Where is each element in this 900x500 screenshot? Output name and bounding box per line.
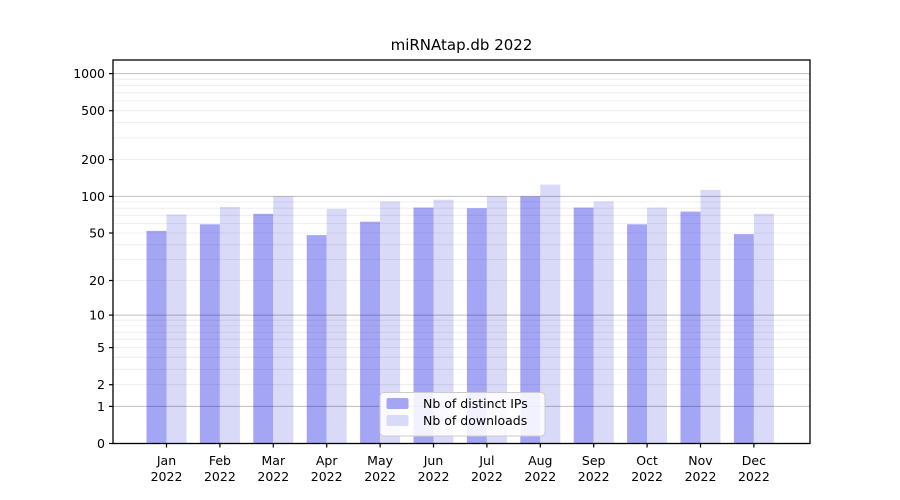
x-tick-label-year-mar-2022: 2022 (257, 469, 289, 484)
legend-box (379, 392, 546, 437)
x-tick-label-year-jul-2022: 2022 (471, 469, 503, 484)
bar-nb-of-distinct-ips-nov-2022 (680, 211, 701, 444)
bar-nb-of-downloads-jul-2022 (486, 196, 507, 444)
bar-nb-of-distinct-ips-may-2022 (360, 221, 381, 444)
bar-nb-of-downloads-dec-2022 (753, 213, 774, 444)
bar-nb-of-distinct-ips-jun-2022 (413, 207, 434, 444)
x-tick-label-month-aug-2022: Aug (528, 453, 552, 468)
y-tick-label-20: 20 (89, 273, 105, 288)
x-tick-label-month-jan-2022: Jan (156, 453, 176, 468)
y-tick-label-2: 2 (97, 377, 105, 392)
x-tick-label-year-dec-2022: 2022 (738, 469, 770, 484)
x-tick-label-year-apr-2022: 2022 (311, 469, 343, 484)
x-tick-label-year-oct-2022: 2022 (631, 469, 663, 484)
legend-swatch-nb-of-downloads (386, 415, 409, 426)
bar-nb-of-downloads-feb-2022 (219, 206, 240, 444)
bar-nb-of-downloads-oct-2022 (647, 207, 668, 444)
bar-nb-of-downloads-mar-2022 (273, 196, 294, 444)
y-tick-label-200: 200 (81, 152, 105, 167)
y-tick-label-10: 10 (89, 308, 105, 323)
bar-nb-of-downloads-jun-2022 (433, 199, 454, 444)
bar-nb-of-downloads-sep-2022 (593, 201, 614, 444)
x-tick-label-month-nov-2022: Nov (688, 453, 713, 468)
x-tick-label-year-aug-2022: 2022 (524, 469, 556, 484)
bar-nb-of-distinct-ips-mar-2022 (253, 213, 274, 444)
y-tick-label-500: 500 (81, 103, 105, 118)
legend-label-nb-of-distinct-ips: Nb of distinct IPs (423, 396, 528, 411)
x-tick-label-year-sep-2022: 2022 (578, 469, 610, 484)
plot-border (112, 59, 811, 445)
x-tick-label-year-feb-2022: 2022 (204, 469, 236, 484)
bar-nb-of-downloads-aug-2022 (540, 184, 561, 444)
y-tick-label-1: 1 (97, 399, 105, 414)
bar-nb-of-distinct-ips-dec-2022 (733, 234, 754, 444)
bar-nb-of-distinct-ips-feb-2022 (199, 224, 220, 444)
x-tick-label-month-oct-2022: Oct (636, 453, 658, 468)
x-tick-label-month-feb-2022: Feb (209, 453, 231, 468)
x-tick-label-month-apr-2022: Apr (316, 453, 338, 468)
legend-swatch-nb-of-distinct-ips (386, 398, 409, 409)
y-tick-label-50: 50 (89, 226, 105, 241)
bar-nb-of-downloads-nov-2022 (700, 189, 721, 444)
x-tick-label-year-jun-2022: 2022 (418, 469, 450, 484)
y-tick-label-1000: 1000 (73, 66, 105, 81)
bar-nb-of-distinct-ips-aug-2022 (520, 196, 541, 444)
bar-nb-of-distinct-ips-apr-2022 (306, 235, 327, 444)
x-tick-label-year-may-2022: 2022 (364, 469, 396, 484)
x-tick-label-month-mar-2022: Mar (262, 453, 286, 468)
y-tick-label-5: 5 (97, 340, 105, 355)
x-tick-label-month-may-2022: May (367, 453, 393, 468)
bar-nb-of-downloads-jan-2022 (166, 214, 187, 444)
legend-label-nb-of-downloads: Nb of downloads (423, 413, 527, 428)
x-tick-label-month-sep-2022: Sep (582, 453, 606, 468)
x-tick-label-month-dec-2022: Dec (742, 453, 766, 468)
bar-nb-of-distinct-ips-oct-2022 (627, 224, 648, 444)
bar-nb-of-distinct-ips-jan-2022 (146, 230, 167, 444)
x-tick-label-month-jul-2022: Jul (478, 453, 494, 468)
bar-nb-of-distinct-ips-jul-2022 (466, 208, 487, 444)
bar-nb-of-downloads-may-2022 (380, 201, 401, 444)
x-tick-label-month-jun-2022: Jun (423, 453, 444, 468)
bar-nb-of-distinct-ips-sep-2022 (573, 207, 594, 444)
bar-nb-of-downloads-apr-2022 (326, 208, 347, 444)
x-tick-label-year-nov-2022: 2022 (685, 469, 717, 484)
chart-title: miRNAtap.db 2022 (391, 36, 533, 54)
x-tick-label-year-jan-2022: 2022 (151, 469, 183, 484)
y-tick-label-100: 100 (81, 189, 105, 204)
y-tick-label-0: 0 (97, 436, 105, 451)
